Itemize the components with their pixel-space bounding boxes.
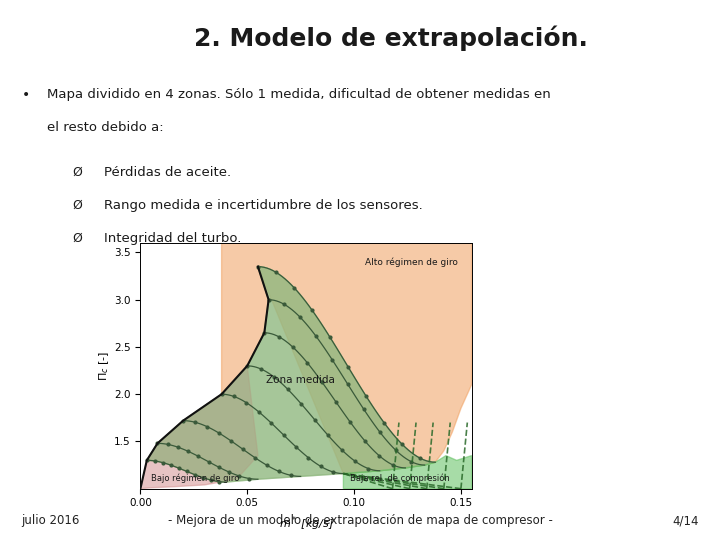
Text: Pérdidas de aceite.: Pérdidas de aceite. xyxy=(104,166,232,179)
Text: Zona medida: Zona medida xyxy=(266,375,335,385)
Text: Integridad del turbo.: Integridad del turbo. xyxy=(104,232,242,245)
Text: el resto debido a:: el resto debido a: xyxy=(47,121,163,134)
Y-axis label: $\Pi_c$ [-]: $\Pi_c$ [-] xyxy=(97,350,112,381)
Text: Rango medida e incertidumbre de los sensores.: Rango medida e incertidumbre de los sens… xyxy=(104,199,423,212)
Text: Bajo régimen de giro: Bajo régimen de giro xyxy=(151,474,240,483)
Text: •: • xyxy=(22,88,30,102)
Text: Ø: Ø xyxy=(72,199,82,212)
Text: Alto régimen de giro: Alto régimen de giro xyxy=(365,257,458,267)
Text: 4/14: 4/14 xyxy=(672,514,698,527)
Text: Baja rel. de compresión: Baja rel. de compresión xyxy=(350,474,449,483)
Text: Ø: Ø xyxy=(72,232,82,245)
Text: Ø: Ø xyxy=(72,166,82,179)
Text: - Mejora de un modelo de extrapolación de mapa de compresor -: - Mejora de un modelo de extrapolación d… xyxy=(168,514,552,527)
Polygon shape xyxy=(147,267,436,482)
Polygon shape xyxy=(343,456,472,489)
Polygon shape xyxy=(222,243,472,474)
Text: julio 2016: julio 2016 xyxy=(22,514,80,527)
Text: 2. Modelo de extrapolación.: 2. Modelo de extrapolación. xyxy=(194,26,588,51)
X-axis label: $\dot{m}^*$ [kg/s]: $\dot{m}^*$ [kg/s] xyxy=(279,514,333,532)
Text: Mapa dividido en 4 zonas. Sólo 1 medida, dificultad de obtener medidas en: Mapa dividido en 4 zonas. Sólo 1 medida,… xyxy=(47,88,551,101)
Polygon shape xyxy=(147,267,436,482)
Polygon shape xyxy=(140,366,258,489)
